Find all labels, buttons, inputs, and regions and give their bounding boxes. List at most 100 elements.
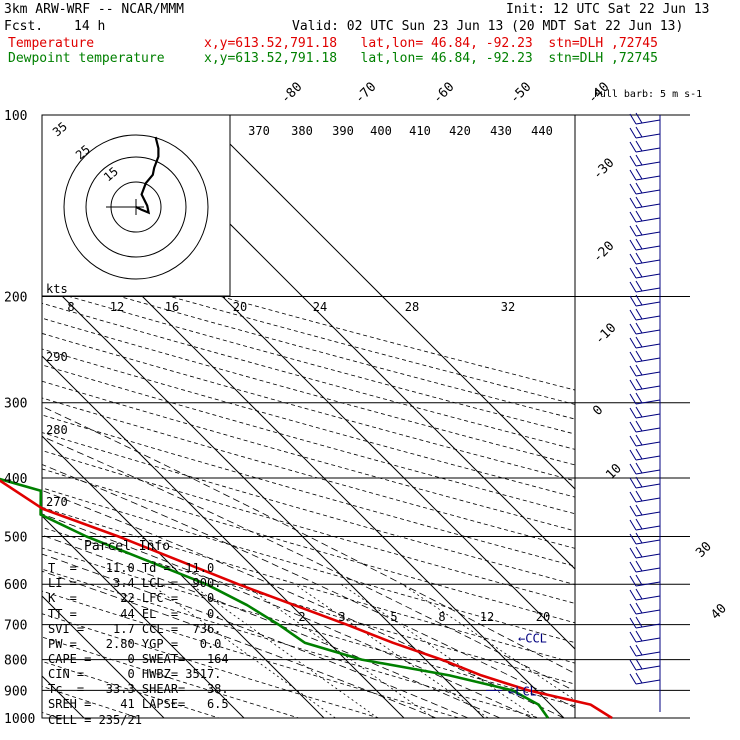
theta-label: 370	[248, 124, 270, 138]
wind-barb	[629, 518, 661, 531]
isotherm-label: -80	[278, 80, 305, 107]
wind-barb	[629, 238, 661, 251]
speed-tick-label: 20	[233, 300, 247, 314]
wind-barb	[629, 308, 661, 321]
wind-barb	[629, 560, 661, 573]
wind-barb	[629, 154, 661, 167]
pressure-label-600: 600	[4, 578, 27, 593]
parcel-row: Tc = 33.3 SHEAR= 38.	[48, 682, 229, 696]
wind-barb	[629, 546, 661, 559]
mixing-ratio-label: 12	[480, 610, 494, 624]
wind-barb	[629, 112, 661, 125]
temperature-curve	[0, 479, 613, 720]
hodograph-trace	[135, 136, 160, 215]
wind-barb	[629, 462, 661, 475]
theta-label: 270	[46, 495, 68, 509]
mixing-ratio-label: 3	[338, 610, 345, 624]
forecast-label: Fcst.	[4, 19, 44, 34]
dry-adiabat	[42, 246, 575, 391]
mixing-ratio-label: 2	[298, 610, 305, 624]
speed-tick-label: 12	[110, 300, 124, 314]
moist-adiabat	[42, 534, 501, 718]
mixing-ratio-label: 5	[390, 610, 397, 624]
wind-barb	[629, 644, 661, 657]
isotherm-label: 30	[693, 539, 715, 561]
wind-barb	[629, 392, 661, 405]
pressure-label-500: 500	[4, 530, 27, 545]
isotherm	[42, 595, 165, 718]
temperature-location: x,y=613.52,791.18 lat,lon= 46.84, -92.23…	[204, 36, 658, 51]
wind-barb	[629, 210, 661, 223]
wind-barb	[629, 350, 661, 363]
speed-tick-label: 28	[405, 300, 419, 314]
speed-tick-label: 8	[67, 300, 74, 314]
parcel-row: TT = 44 EL = 0.	[48, 607, 222, 621]
speed-tick-label: 16	[165, 300, 179, 314]
wind-barb	[629, 378, 661, 391]
dry-adiabat	[42, 414, 575, 567]
wind-barb	[629, 420, 661, 433]
ccl-marker: ←CCL	[518, 632, 547, 646]
theta-label: 390	[332, 124, 354, 138]
wind-barb	[629, 504, 661, 517]
grid-layer	[41, 114, 690, 719]
parcel-row: CAPE = 0 SWEAT= 164	[48, 652, 229, 666]
wind-barb	[629, 224, 661, 237]
parcel-row: LI = 3.4 LCL = 900.	[48, 576, 222, 590]
theta-label: 420	[449, 124, 471, 138]
isotherm-label: 10	[603, 461, 625, 483]
model-title: 3km ARW-WRF -- NCAR/MMM	[4, 2, 185, 17]
theta-label: 280	[46, 423, 68, 437]
wind-barb	[629, 182, 661, 195]
dry-adiabat	[42, 259, 575, 405]
temperature-legend: Temperature	[8, 36, 95, 51]
mixing-ratio-line	[190, 583, 378, 718]
theta-label: 440	[531, 124, 553, 138]
dry-adiabat	[42, 348, 575, 498]
pressure-label-300: 300	[4, 397, 27, 412]
lcl-marker: ←LCL	[508, 684, 537, 698]
wind-barb	[629, 322, 661, 335]
wind-barb	[629, 196, 661, 209]
wind-barb	[629, 280, 661, 293]
wind-barb	[629, 588, 661, 601]
wind-barb	[629, 602, 661, 615]
dewpoint-legend: Dewpoint temperature	[8, 51, 165, 66]
speed-tick-label: 32	[501, 300, 515, 314]
barb-legend: Full barb: 5 m s-1	[594, 89, 702, 100]
wind-barb	[629, 168, 661, 181]
wind-barb	[629, 574, 661, 587]
parcel-info-title: Parcel Info	[84, 539, 171, 554]
wind-barb	[629, 294, 661, 307]
pressure-label-100: 100	[4, 109, 27, 124]
wind-barb	[629, 126, 661, 139]
mixing-ratio-line	[294, 583, 489, 718]
speed-tick-label: 24	[313, 300, 327, 314]
wind-barb	[629, 672, 661, 685]
theta-label: 290	[46, 350, 68, 364]
dewpoint-curve	[0, 477, 550, 719]
mixing-ratio-line	[401, 583, 575, 701]
wind-barb	[629, 616, 661, 629]
pressure-label-800: 800	[4, 654, 27, 669]
isotherm	[42, 275, 485, 718]
pressure-label-700: 700	[4, 619, 27, 634]
wind-barb	[629, 406, 661, 419]
isotherm-label: -10	[592, 321, 619, 348]
dewpoint-location: x,y=613.52,791.18 lat,lon= 46.84, -92.23…	[204, 51, 658, 66]
theta-label: 410	[409, 124, 431, 138]
parcel-info-panel: Parcel Info T = 11.0 Td = 11.0 LI = 3.4 …	[42, 537, 234, 727]
isotherm-label: -30	[590, 156, 617, 183]
theta-label: 400	[370, 124, 392, 138]
mixing-ratio-label: 8	[438, 610, 445, 624]
mixing-ratio-line	[150, 583, 336, 718]
mixing-ratio-line	[243, 583, 435, 718]
dry-adiabat	[42, 660, 219, 718]
wind-barb	[629, 490, 661, 503]
pressure-label-900: 900	[4, 684, 27, 699]
parcel-row: CELL = 235/21	[48, 713, 142, 727]
isotherm-label: -60	[430, 80, 457, 107]
isotherm	[42, 435, 325, 718]
parcel-row: SREH = 41 LAPSE= 6.5	[48, 697, 229, 711]
